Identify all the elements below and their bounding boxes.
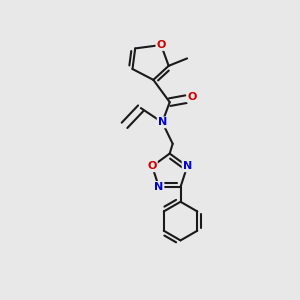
Text: N: N — [183, 161, 192, 171]
Text: O: O — [148, 161, 157, 171]
Text: O: O — [187, 92, 197, 102]
Text: N: N — [158, 117, 167, 128]
Text: O: O — [156, 40, 166, 50]
Text: N: N — [154, 182, 164, 192]
